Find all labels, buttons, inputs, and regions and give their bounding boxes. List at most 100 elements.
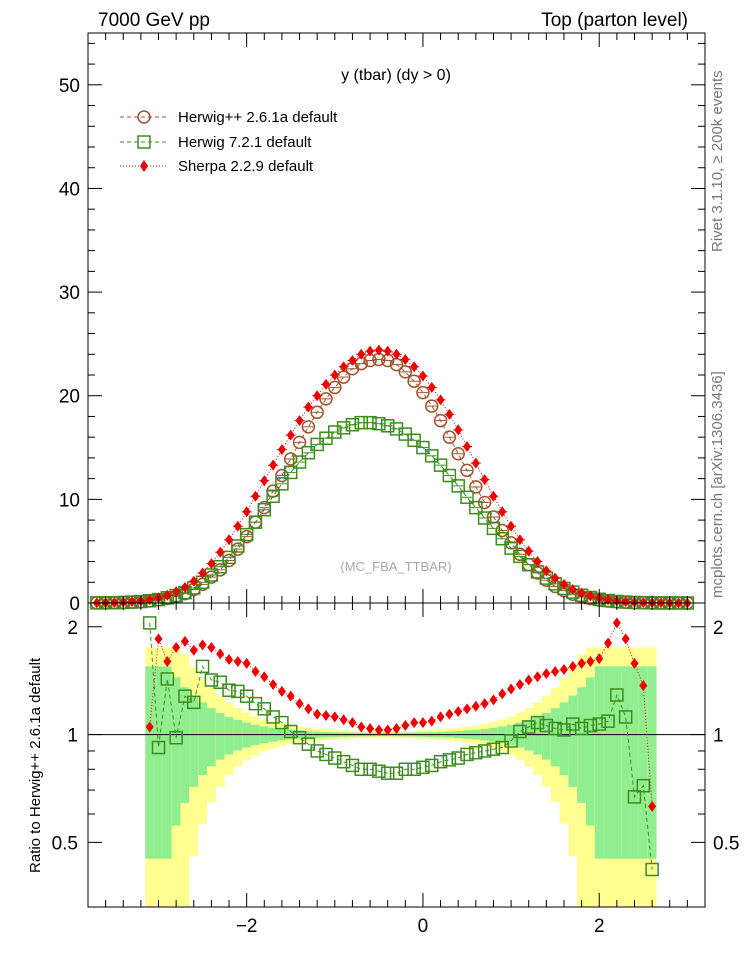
ratio-point bbox=[398, 762, 413, 777]
ratio-point bbox=[460, 747, 474, 762]
ratio-point bbox=[539, 718, 554, 733]
ratio-point bbox=[418, 717, 427, 729]
ratio-point bbox=[163, 655, 172, 667]
main-point bbox=[286, 429, 295, 441]
ratio-band-green bbox=[233, 720, 243, 751]
main-point bbox=[248, 515, 263, 529]
main-point bbox=[495, 531, 510, 546]
main-ytick-label: 40 bbox=[59, 179, 80, 200]
ratio-point bbox=[233, 655, 242, 667]
main-point bbox=[283, 452, 298, 466]
ratio-point bbox=[345, 758, 360, 773]
ratio-point bbox=[330, 711, 339, 723]
ratio-point bbox=[463, 703, 472, 715]
ratio-band-green bbox=[171, 677, 181, 826]
ratio-point bbox=[169, 730, 183, 745]
main-point bbox=[410, 361, 419, 373]
main-ytick-label: 50 bbox=[59, 76, 80, 97]
ratio-point bbox=[566, 717, 580, 731]
main-point bbox=[504, 541, 518, 555]
ratio-band-green bbox=[198, 702, 207, 776]
main-title: y (tbar) (dy > 0) bbox=[341, 67, 451, 84]
main-plot-area bbox=[90, 344, 695, 610]
main-point bbox=[301, 420, 316, 434]
mcplots-label: mcplots.cern.ch [arXiv:1306.3436] bbox=[709, 371, 726, 598]
ratio-point bbox=[310, 744, 324, 758]
main-point bbox=[454, 424, 463, 436]
main-point bbox=[416, 385, 430, 400]
ratio-point bbox=[595, 653, 604, 665]
ratio-point bbox=[425, 758, 439, 773]
ratio-point bbox=[357, 721, 366, 733]
ratio-point bbox=[645, 862, 659, 877]
ratio-point bbox=[286, 690, 295, 702]
main-point bbox=[231, 539, 245, 553]
header-left: 7000 GeV pp bbox=[98, 10, 210, 31]
ratio-band-green bbox=[586, 677, 595, 826]
main-point bbox=[321, 378, 330, 390]
main-point bbox=[542, 565, 551, 577]
ratio-point bbox=[151, 740, 166, 755]
ratio-band-green bbox=[154, 666, 163, 859]
ratio-band-green bbox=[647, 666, 657, 859]
ratio-point bbox=[363, 762, 377, 777]
main-ytick-label: 0 bbox=[69, 594, 80, 615]
x-tick-label: 0 bbox=[418, 916, 429, 937]
ratio-point bbox=[348, 717, 357, 729]
ratio-ytick-label: 2 bbox=[67, 618, 78, 639]
main-point bbox=[222, 550, 236, 565]
main-point bbox=[507, 520, 516, 532]
main-ytick-label: 20 bbox=[59, 387, 80, 408]
ratio-ytick-label: 0.5 bbox=[52, 833, 78, 854]
main-ytick-label: 10 bbox=[59, 490, 80, 511]
main-point bbox=[389, 422, 404, 436]
ratio-point bbox=[592, 717, 606, 731]
ratio-point bbox=[389, 766, 404, 780]
main-point bbox=[292, 435, 307, 450]
main-point bbox=[328, 425, 342, 439]
main-point bbox=[336, 421, 351, 435]
ratio-ytick-label-right: 1 bbox=[713, 726, 724, 747]
ratio-point bbox=[180, 635, 189, 647]
legend-item-herwig7: Herwig 7.2.1 default bbox=[120, 134, 312, 151]
ratio-point bbox=[336, 754, 351, 769]
ratio-point bbox=[275, 715, 289, 730]
main-point bbox=[216, 546, 225, 558]
main-point bbox=[266, 489, 280, 504]
ratio-point bbox=[239, 689, 254, 703]
ratio-point bbox=[477, 744, 492, 758]
ratio-point bbox=[195, 659, 210, 674]
ratio-point bbox=[383, 724, 392, 736]
main-point bbox=[524, 545, 533, 557]
main-point bbox=[489, 490, 498, 502]
main-point bbox=[260, 475, 269, 487]
ratio-ylabel: Ratio to Herwig++ 2.6.1a default bbox=[27, 657, 44, 873]
ratio-point bbox=[445, 708, 454, 720]
ratio-ytick-label-right: 0.5 bbox=[713, 833, 739, 854]
main-point bbox=[577, 587, 586, 599]
main-ytick-label: 30 bbox=[59, 283, 80, 304]
ratio-band-green bbox=[189, 695, 199, 787]
ratio-point bbox=[577, 657, 586, 669]
ratio-point bbox=[242, 657, 251, 669]
header-right: Top (parton level) bbox=[541, 10, 688, 31]
main-series-line bbox=[96, 422, 688, 604]
main-point bbox=[163, 589, 172, 601]
ratio-point bbox=[524, 674, 533, 686]
ratio-point bbox=[442, 753, 457, 767]
ratio-point bbox=[410, 717, 419, 729]
ratio-point bbox=[504, 734, 518, 748]
legend-item-herwigpp: Herwig++ 2.6.1a default bbox=[120, 109, 338, 126]
ratio-point bbox=[145, 721, 154, 733]
main-point bbox=[110, 596, 119, 608]
main-point bbox=[180, 581, 189, 593]
main-point bbox=[469, 480, 483, 494]
ratio-point bbox=[548, 721, 562, 736]
main-point bbox=[275, 477, 289, 491]
main-point bbox=[269, 459, 278, 471]
ratio-point bbox=[521, 720, 536, 734]
main-point bbox=[145, 594, 154, 606]
ratio-band-green bbox=[603, 666, 613, 859]
watermark: (MC_FBA_TTBAR) bbox=[340, 559, 451, 574]
main-point bbox=[436, 394, 445, 406]
